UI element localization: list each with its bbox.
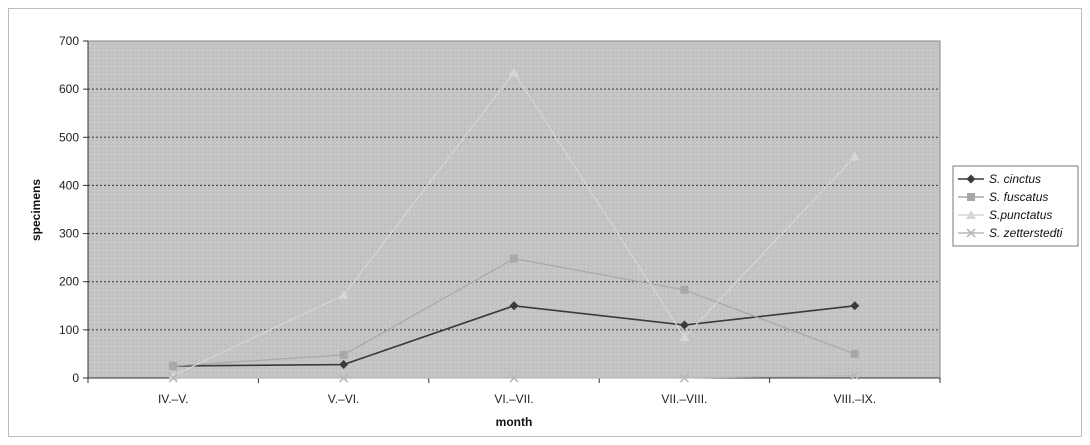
plot-area — [87, 40, 941, 379]
data-point — [339, 350, 348, 359]
y-tick-label: 600 — [59, 82, 79, 96]
data-point — [338, 290, 349, 300]
data-point — [850, 371, 860, 381]
y-axis-title: specimens — [29, 179, 43, 241]
y-tick-label: 0 — [72, 371, 79, 385]
data-point — [850, 301, 860, 311]
data-point — [339, 360, 349, 370]
series-group — [168, 67, 860, 383]
legend-entry: S.punctatus — [989, 208, 1052, 222]
grid-lines — [88, 88, 940, 331]
x-tick-labels: IV.–V. V.–VI. VI.–VII. VII.–VIII. VIII.–IX. — [158, 392, 876, 406]
series-2 — [168, 67, 860, 380]
y-tick-labels: 0 100 200 300 400 500 600 700 — [59, 34, 79, 385]
data-point — [680, 285, 689, 294]
x-tick-label: V.–VI. — [328, 392, 360, 406]
x-tick-label: IV.–V. — [158, 392, 188, 406]
chart-frame — [8, 8, 1082, 437]
x-tick-label: VII.–VIII. — [661, 392, 707, 406]
legend-entry: S. cinctus — [989, 172, 1041, 186]
series-1 — [169, 254, 859, 370]
x-tick-label: VIII.–IX. — [833, 392, 876, 406]
data-point — [509, 67, 519, 77]
legend-entry: S. zetterstedti — [989, 226, 1063, 240]
data-point — [169, 361, 178, 370]
legend-swatch-marker — [966, 174, 976, 184]
y-tick-label: 200 — [59, 275, 79, 289]
y-tick-label: 700 — [59, 34, 79, 48]
series-3 — [168, 371, 860, 383]
y-tick-label: 500 — [59, 130, 79, 144]
data-point — [849, 151, 860, 161]
y-tick-label: 300 — [59, 227, 79, 241]
data-point — [339, 373, 349, 383]
y-tick-label: 100 — [59, 323, 79, 337]
x-tick-label: VI.–VII. — [494, 392, 533, 406]
data-point — [679, 320, 689, 330]
legend: S. cinctus S. fuscatus S.punctatus S. zette… — [952, 165, 1079, 247]
y-tick-label: 400 — [59, 178, 79, 192]
data-point — [509, 373, 519, 383]
data-point — [850, 349, 859, 358]
x-axis-title: month — [496, 415, 533, 429]
data-point — [510, 254, 518, 263]
legend-swatch-marker — [967, 193, 975, 201]
data-point — [679, 332, 690, 342]
legend-swatch-marker — [966, 210, 976, 219]
data-point — [168, 370, 179, 380]
data-point — [168, 373, 178, 383]
legend-swatch-marker — [966, 228, 976, 238]
data-point — [509, 301, 519, 311]
legend-entry: S. fuscatus — [989, 190, 1048, 204]
data-point — [679, 373, 689, 383]
